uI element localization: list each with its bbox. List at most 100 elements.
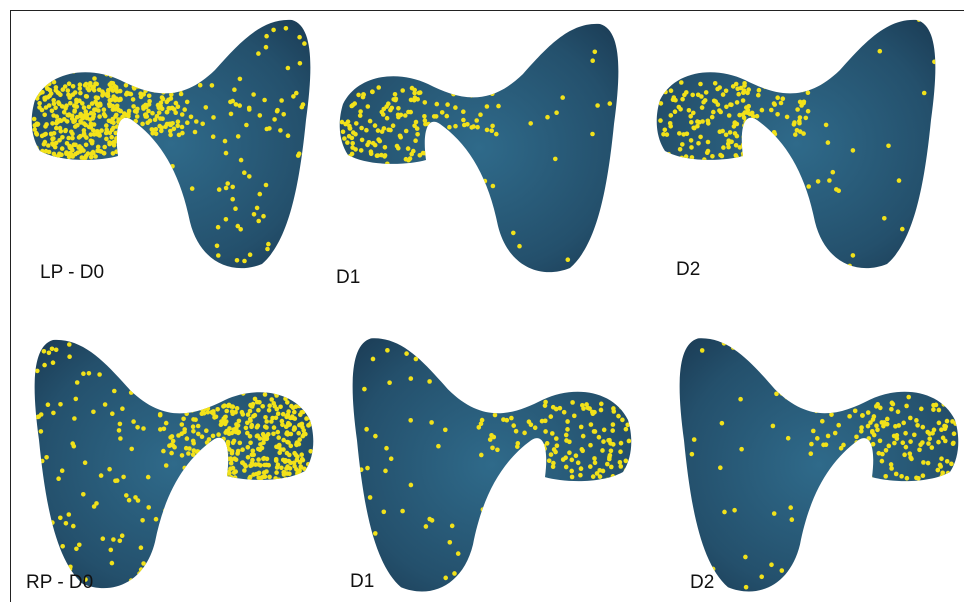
- cell-dot: [180, 453, 185, 458]
- cell-dot: [820, 419, 825, 424]
- cell-dot: [248, 563, 253, 568]
- cell-dot: [68, 101, 73, 106]
- cell-dot: [271, 432, 276, 437]
- cell-dot: [146, 43, 151, 48]
- cell-dot: [596, 258, 601, 263]
- cell-dot: [733, 262, 738, 267]
- cell-dot: [139, 567, 144, 572]
- cell-dot: [883, 474, 888, 479]
- cell-dot: [182, 107, 187, 112]
- cell-dot: [254, 472, 259, 477]
- cell-dot: [256, 219, 261, 224]
- cell-dot: [581, 406, 586, 411]
- cell-dot: [303, 432, 308, 437]
- cell-dot: [303, 252, 308, 257]
- cell-dot: [946, 471, 951, 476]
- cell-dot: [737, 113, 742, 118]
- cell-dot: [826, 140, 831, 145]
- cell-dot: [810, 585, 815, 590]
- cell-dot: [915, 423, 920, 428]
- cell-dot: [371, 357, 376, 362]
- cell-dot: [277, 478, 282, 483]
- cell-dot: [836, 188, 841, 193]
- cell-dot: [867, 469, 872, 474]
- cell-dot: [871, 442, 876, 447]
- cell-dot: [221, 420, 226, 425]
- cell-dot: [779, 592, 784, 597]
- cell-dot: [289, 230, 294, 235]
- cell-dot: [249, 19, 254, 24]
- cell-dot: [240, 461, 245, 466]
- cell-dot: [231, 441, 236, 446]
- cell-dot: [699, 94, 704, 99]
- cell-dot: [114, 159, 119, 164]
- cell-dot: [139, 236, 144, 241]
- cell-dot: [806, 83, 811, 88]
- cell-dot: [240, 447, 245, 452]
- cell-dot: [360, 138, 365, 143]
- cell-dot: [124, 83, 129, 88]
- cell-dot: [522, 431, 527, 436]
- cell-dot: [915, 574, 920, 579]
- cell-dot: [404, 351, 409, 356]
- cell-dot: [136, 498, 141, 503]
- cell-dot: [116, 257, 121, 262]
- cell-dot: [897, 526, 902, 531]
- cell-dot: [141, 105, 146, 110]
- cell-dot: [373, 143, 378, 148]
- cell-dot: [127, 131, 132, 136]
- cell-dot: [914, 418, 919, 423]
- cell-dot: [387, 380, 392, 385]
- cell-dot: [600, 448, 605, 453]
- cell-dot: [494, 132, 499, 137]
- cell-dot: [589, 422, 594, 427]
- cell-dot: [66, 88, 71, 93]
- cell-dot: [233, 206, 238, 211]
- cell-dot: [300, 105, 305, 110]
- cell-dot: [863, 442, 868, 447]
- cell-dot: [226, 470, 231, 475]
- cell-dot: [300, 559, 305, 564]
- cell-dot: [872, 433, 877, 438]
- cell-dot: [550, 431, 555, 436]
- cell-dot: [567, 450, 572, 455]
- cell-dot: [57, 138, 62, 143]
- cell-dot: [588, 464, 593, 469]
- cell-dot: [246, 445, 251, 450]
- cell-dot: [232, 87, 237, 92]
- cell-dot: [207, 437, 212, 442]
- cell-dot: [350, 141, 355, 146]
- cell-dot: [289, 432, 294, 437]
- cell-dot: [756, 124, 761, 129]
- cell-dot: [102, 145, 107, 150]
- cell-dot: [874, 423, 879, 428]
- cell-dot: [109, 73, 114, 78]
- cell-dot: [453, 124, 458, 129]
- cell-dot: [658, 118, 663, 123]
- cell-dot: [170, 434, 175, 439]
- cell-dot: [256, 457, 261, 462]
- cell-dot: [619, 405, 624, 410]
- cell-dot: [365, 466, 370, 471]
- cell-dot: [137, 131, 142, 136]
- cell-dot: [192, 407, 197, 412]
- cell-dot: [180, 112, 185, 117]
- cell-dot: [261, 457, 266, 462]
- cell-dot: [496, 104, 501, 109]
- cell-dot: [806, 184, 811, 189]
- cell-dot: [517, 244, 522, 249]
- cell-dot: [73, 52, 78, 57]
- cell-dot: [820, 79, 825, 84]
- cell-dot: [211, 434, 216, 439]
- cell-dot: [218, 338, 223, 343]
- cell-dot: [801, 131, 806, 136]
- cell-dot: [560, 356, 565, 361]
- cell-dot: [736, 340, 741, 345]
- cell-dot: [212, 444, 217, 449]
- cell-dot: [52, 80, 57, 85]
- cell-dot: [179, 431, 184, 436]
- cell-dot: [221, 43, 226, 48]
- cell-dot: [89, 44, 94, 49]
- cell-dot: [34, 149, 39, 154]
- cell-dot: [342, 152, 347, 157]
